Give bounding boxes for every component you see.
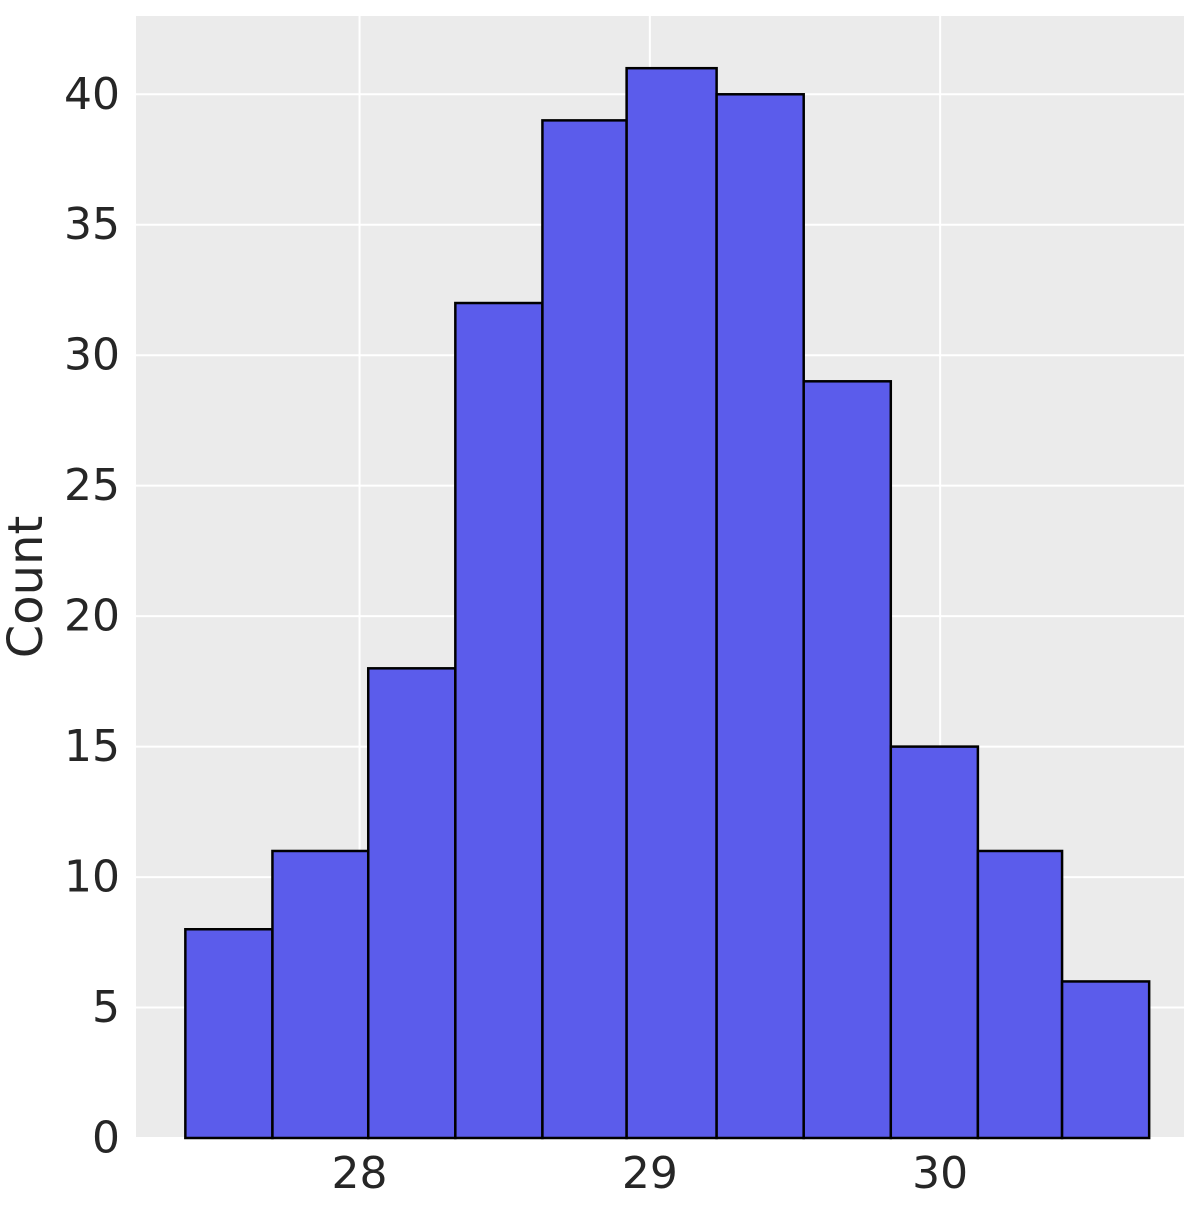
y-tick-labels: 0 5 10 15 20 25 30 35 40 [64,69,120,1164]
histogram-bar [366,667,457,1140]
y-tick-label: 40 [64,69,120,120]
y-tick-label: 5 [92,982,120,1033]
y-tick-label: 25 [64,460,120,511]
histogram-bar [541,119,628,1140]
histogram-bar [802,380,893,1140]
histogram-bar [976,849,1064,1140]
y-tick-label: 20 [64,591,120,642]
histogram-bar [715,93,805,1140]
x-tick-label: 28 [332,1148,388,1199]
histogram-bar [271,849,370,1140]
histogram-bar [1060,980,1151,1140]
y-axis-label: Count [0,516,54,659]
x-tick-labels: 28 29 30 [332,1148,969,1199]
x-tick-label: 30 [912,1148,968,1199]
y-tick-label: 30 [64,330,120,381]
histogram-bars [184,66,1151,1140]
histogram-bar [184,928,274,1140]
y-tick-label: 0 [92,1113,120,1164]
y-tick-label: 15 [64,721,120,772]
histogram-bar [889,745,980,1140]
histogram-bar [625,66,718,1140]
x-tick-label: 29 [622,1148,678,1199]
histogram-bar [454,301,544,1140]
y-tick-label: 10 [64,852,120,903]
y-tick-label: 35 [64,199,120,250]
